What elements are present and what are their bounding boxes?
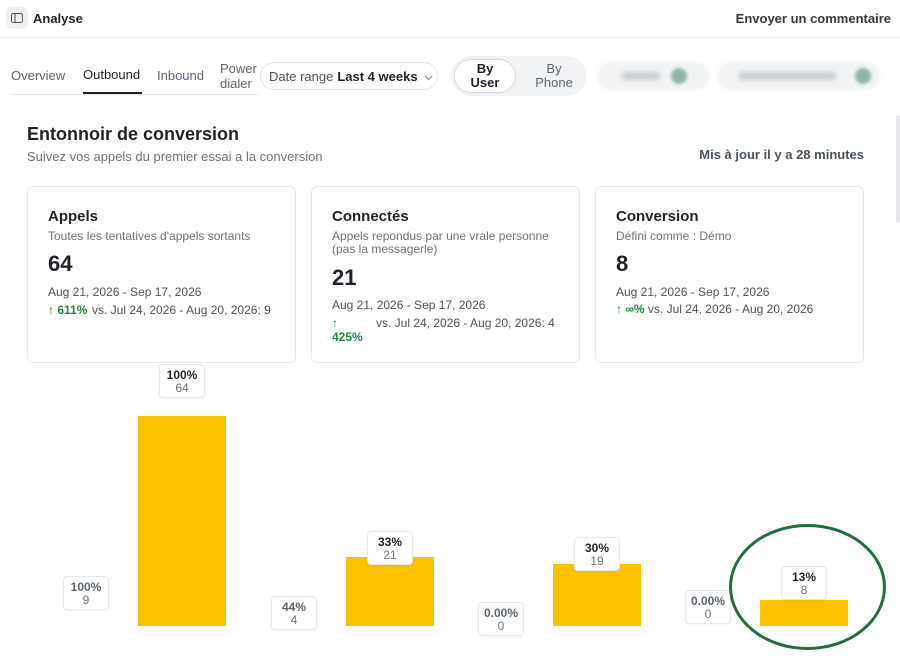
data-label-percent: 0.00% bbox=[483, 606, 519, 620]
highlight-circle bbox=[729, 524, 886, 650]
date-range-label: Date range bbox=[269, 68, 334, 84]
data-label-percent: 30% bbox=[584, 541, 610, 555]
card-value: 64 bbox=[48, 251, 73, 276]
blurred-text bbox=[622, 72, 660, 80]
data-label: 30% 19 bbox=[574, 537, 620, 571]
card-description: Appels repondus par une vrale personne (… bbox=[332, 229, 549, 256]
section-subtitle: Suivez vos appels du premier essai a la … bbox=[27, 149, 323, 164]
card-delta: ↑ ∞% bbox=[616, 302, 645, 316]
data-label-percent: 0.00% bbox=[690, 594, 726, 608]
data-label-count: 0 bbox=[704, 607, 712, 621]
data-label-count: 0 bbox=[497, 619, 505, 633]
data-label-percent: 100% bbox=[70, 580, 102, 594]
card-value: 21 bbox=[332, 265, 357, 290]
funnel-bar[interactable] bbox=[346, 557, 434, 626]
card-description: Défini comme : Démo bbox=[616, 229, 732, 243]
data-label-percent: 44% bbox=[281, 600, 307, 614]
data-label-count: 19 bbox=[590, 554, 604, 568]
data-label-count: 21 bbox=[383, 548, 397, 562]
tabs-divider bbox=[10, 94, 258, 95]
scrollbar[interactable] bbox=[896, 115, 900, 223]
card-comparison: vs. Jul 24, 2026 - Aug 20, 2026: 4 bbox=[376, 316, 555, 330]
data-label: 33% 21 bbox=[367, 531, 413, 565]
data-label-count: 4 bbox=[290, 613, 298, 627]
data-label: 100% 9 bbox=[63, 576, 109, 610]
metric-card-conversion: Conversion Défini comme : Démo 8 Aug 21,… bbox=[595, 186, 864, 363]
view-toggle: By User By Phone bbox=[451, 56, 587, 96]
metric-card-appels: Appels Toutes les tentatives d'appels so… bbox=[27, 186, 296, 363]
by-user-button[interactable]: By User bbox=[454, 59, 516, 93]
funnel-bar[interactable] bbox=[138, 416, 226, 626]
date-range-select[interactable]: Date range Last 4 weeks bbox=[260, 62, 438, 90]
data-label-count: 64 bbox=[175, 381, 189, 395]
top-bar: Analyse Envoyer un commentaire bbox=[0, 0, 900, 38]
card-range: Aug 21, 2026 - Sep 17, 2026 bbox=[48, 285, 202, 299]
data-label: 100% 64 bbox=[159, 364, 205, 398]
card-title: Connectés bbox=[332, 208, 409, 225]
by-phone-label: By Phone bbox=[535, 61, 573, 90]
tab-outbound[interactable]: Outbound bbox=[83, 67, 141, 82]
data-label: 0.00% 0 bbox=[685, 590, 731, 624]
metric-card-connectes: Connectés Appels repondus par une vrale … bbox=[311, 186, 580, 363]
card-comparison-line: ↑ ∞% vs. Jul 24, 2026 - Aug 20, 2026 bbox=[616, 302, 813, 316]
by-phone-button[interactable]: By Phone bbox=[523, 59, 585, 93]
card-delta: ↑ 611% bbox=[48, 303, 88, 317]
data-label-percent: 100% bbox=[166, 368, 198, 382]
page-title: Analyse bbox=[33, 11, 83, 26]
section-title: Entonnoir de conversion bbox=[27, 124, 240, 144]
card-delta: ↑ 425% bbox=[332, 316, 363, 344]
chevron-down-icon bbox=[424, 69, 433, 84]
date-range-value: Last 4 weeks bbox=[337, 68, 418, 84]
active-tab-indicator bbox=[83, 92, 142, 94]
feedback-button[interactable]: Envoyer un commentaire bbox=[735, 11, 891, 26]
tab-power-dialer[interactable]: Power dialer bbox=[220, 61, 257, 91]
card-description: Toutes les tentatives d'appels sortants bbox=[48, 229, 251, 243]
card-comparison: vs. Jul 24, 2026 - Aug 20, 2026 bbox=[647, 302, 814, 316]
avatar bbox=[855, 68, 871, 84]
tab-inbound[interactable]: Inbound bbox=[157, 68, 204, 83]
card-comparison: vs. Jul 24, 2026 - Aug 20, 2026: 9 bbox=[92, 303, 271, 317]
data-label: 0.00% 0 bbox=[478, 602, 524, 636]
data-label-count: 9 bbox=[82, 593, 90, 607]
funnel-bar[interactable] bbox=[553, 563, 641, 626]
card-title: Conversion bbox=[616, 208, 699, 225]
sidebar-toggle-icon[interactable] bbox=[6, 7, 28, 29]
card-range: Aug 21, 2026 - Sep 17, 2026 bbox=[332, 298, 486, 312]
blurred-text bbox=[738, 72, 836, 80]
card-value: 8 bbox=[616, 251, 629, 276]
data-label: 44% 4 bbox=[271, 596, 317, 630]
data-label-percent: 33% bbox=[377, 535, 403, 549]
by-user-label: By User bbox=[470, 61, 500, 90]
card-title: Appels bbox=[48, 208, 99, 225]
tab-overview[interactable]: Overview bbox=[11, 68, 66, 83]
last-updated: Mis à jour il y a 28 minutes bbox=[699, 147, 864, 162]
card-range: Aug 21, 2026 - Sep 17, 2026 bbox=[616, 285, 770, 299]
avatar bbox=[671, 68, 687, 84]
